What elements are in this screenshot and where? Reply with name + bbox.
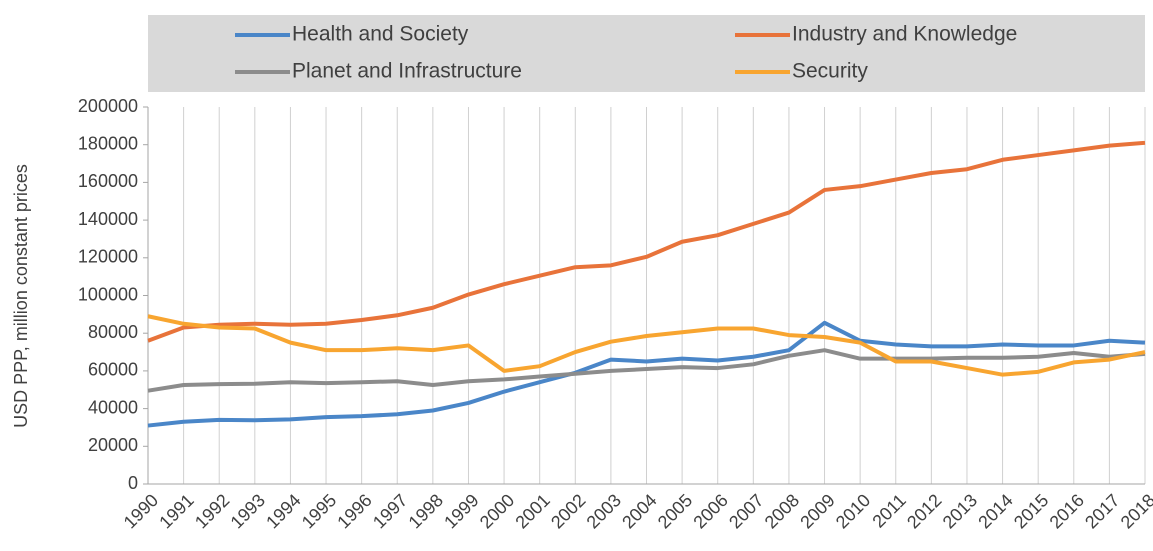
y-axis-label: USD PPP, million constant prices bbox=[11, 164, 31, 428]
series-line bbox=[147, 348, 1146, 393]
y-tick-label: 100000 bbox=[78, 284, 138, 304]
x-tick-label: 2003 bbox=[583, 490, 625, 532]
x-tick-label: 1999 bbox=[440, 490, 482, 532]
y-tick-label: 20000 bbox=[88, 435, 138, 455]
y-tick-label: 120000 bbox=[78, 247, 138, 267]
x-tick-label: 2006 bbox=[689, 490, 731, 532]
x-tick-label: 1991 bbox=[155, 490, 197, 532]
x-tick-label: 2014 bbox=[974, 490, 1016, 532]
x-tick-label: 2017 bbox=[1081, 490, 1123, 532]
legend-label: Industry and Knowledge bbox=[792, 23, 1017, 46]
x-tick-label: 2015 bbox=[1010, 490, 1052, 532]
series-line bbox=[147, 320, 1146, 428]
legend-box bbox=[148, 15, 1145, 92]
y-tick-label: 60000 bbox=[88, 360, 138, 380]
x-tick-label: 2013 bbox=[939, 490, 981, 532]
y-tick-label: 80000 bbox=[88, 322, 138, 342]
x-tick-label: 2008 bbox=[761, 490, 803, 532]
x-tick-label: 1998 bbox=[405, 490, 447, 532]
y-tick-label: 160000 bbox=[78, 171, 138, 191]
legend-label: Health and Society bbox=[292, 23, 469, 46]
y-tick-label: 0 bbox=[128, 473, 138, 493]
x-tick-label: 1994 bbox=[262, 490, 304, 532]
y-tick-label: 140000 bbox=[78, 209, 138, 229]
x-tick-label: 1990 bbox=[120, 490, 162, 532]
x-tick-label: 2005 bbox=[654, 490, 696, 532]
x-tick-label: 2004 bbox=[618, 490, 660, 532]
x-tick-label: 1992 bbox=[191, 490, 233, 532]
x-tick-label: 2001 bbox=[511, 490, 553, 532]
x-tick-label: 2016 bbox=[1046, 490, 1088, 532]
x-tick-label: 1995 bbox=[298, 490, 340, 532]
x-tick-label: 2000 bbox=[476, 490, 518, 532]
x-tick-label: 2009 bbox=[796, 490, 838, 532]
x-tick-label: 2007 bbox=[725, 490, 767, 532]
x-tick-label: 2011 bbox=[868, 490, 910, 532]
y-tick-label: 200000 bbox=[78, 96, 138, 116]
y-tick-label: 180000 bbox=[78, 133, 138, 153]
x-tick-label: 2012 bbox=[903, 490, 945, 532]
x-tick-label: 1996 bbox=[333, 490, 375, 532]
legend-label: Security bbox=[792, 60, 868, 83]
series-line bbox=[147, 314, 1146, 377]
y-tick-label: 40000 bbox=[88, 397, 138, 417]
x-tick-label: 2018 bbox=[1117, 490, 1153, 532]
x-tick-label: 2010 bbox=[832, 490, 874, 532]
legend-label: Planet and Infrastructure bbox=[292, 60, 522, 83]
x-tick-label: 1997 bbox=[369, 490, 411, 532]
series-line bbox=[147, 140, 1146, 343]
x-tick-label: 1993 bbox=[227, 490, 269, 532]
x-tick-label: 2002 bbox=[547, 490, 589, 532]
